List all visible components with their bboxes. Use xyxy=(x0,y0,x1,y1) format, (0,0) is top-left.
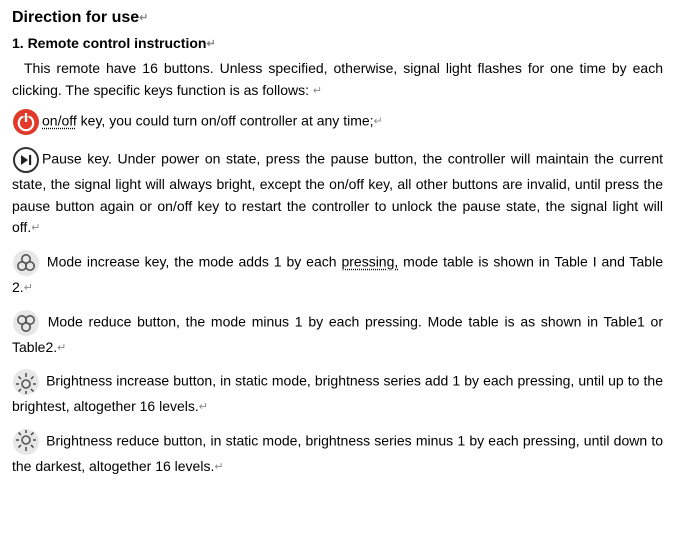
return-mark: ↵ xyxy=(139,12,148,24)
instruction-item: Pause key. Under power on state, press t… xyxy=(12,146,663,239)
mode-down-icon xyxy=(12,309,40,337)
return-mark: ↵ xyxy=(374,116,383,128)
onoff-label: on/off xyxy=(42,113,77,129)
bright-down-icon xyxy=(12,428,40,456)
return-mark: ↵ xyxy=(24,282,33,294)
title-text: Direction for use xyxy=(12,9,139,26)
item-text: Pause key. Under power on state, press t… xyxy=(12,151,663,236)
page-title: Direction for use↵ xyxy=(12,6,663,31)
mode-up-icon xyxy=(12,249,40,277)
pressing-label: pressing, xyxy=(341,254,398,270)
item-text: Brightness reduce button, in static mode… xyxy=(12,433,663,474)
pause-icon xyxy=(12,146,40,174)
document-page: Direction for use↵ 1. Remote control ins… xyxy=(0,0,675,535)
return-mark: ↵ xyxy=(214,461,223,473)
intro-text: This remote have 16 buttons. Unless spec… xyxy=(12,60,663,98)
section-heading: 1. Remote control instruction↵ xyxy=(12,33,663,55)
item-text: Mode reduce button, the mode minus 1 by … xyxy=(12,313,663,354)
instruction-item: Mode reduce button, the mode minus 1 by … xyxy=(12,309,663,359)
intro-paragraph: This remote have 16 buttons. Unless spec… xyxy=(12,58,663,101)
section-text: 1. Remote control instruction xyxy=(12,35,206,51)
bright-up-icon xyxy=(12,368,40,396)
return-mark: ↵ xyxy=(31,222,40,234)
return-mark: ↵ xyxy=(57,342,66,354)
return-mark: ↵ xyxy=(199,401,208,413)
item-text: Brightness increase button, in static mo… xyxy=(12,373,663,414)
instruction-item: Brightness reduce button, in static mode… xyxy=(12,428,663,478)
instruction-item: on/off key, you could turn on/off contro… xyxy=(12,108,663,136)
item-text-pre: Mode increase key, the mode adds 1 by ea… xyxy=(42,254,341,270)
instruction-item: Brightness increase button, in static mo… xyxy=(12,368,663,418)
return-mark: ↵ xyxy=(206,38,215,50)
instruction-item: Mode increase key, the mode adds 1 by ea… xyxy=(12,249,663,299)
item-text: key, you could turn on/off controller at… xyxy=(77,113,374,129)
return-mark: ↵ xyxy=(313,85,322,97)
power-icon xyxy=(12,108,40,136)
